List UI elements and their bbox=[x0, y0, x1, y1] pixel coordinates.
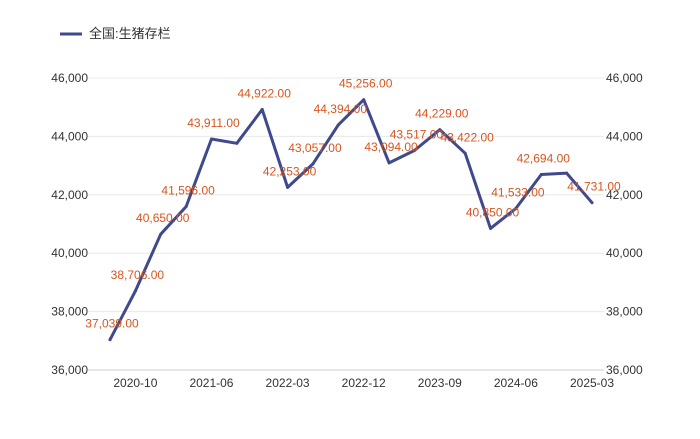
y-tick-label-right: 46,000 bbox=[606, 71, 643, 85]
data-point[interactable] bbox=[438, 128, 442, 132]
data-point[interactable] bbox=[387, 161, 391, 165]
data-label: 41,731.00 bbox=[567, 180, 621, 194]
data-label: 37,039.00 bbox=[85, 317, 139, 331]
data-label: 40,850.00 bbox=[466, 205, 520, 219]
data-point[interactable] bbox=[412, 149, 416, 153]
data-point[interactable] bbox=[539, 173, 543, 177]
series-line[interactable] bbox=[108, 98, 594, 342]
y-tick-label-left: 44,000 bbox=[51, 129, 88, 143]
data-label: 38,706.00 bbox=[111, 268, 165, 282]
x-tick-label: 2025-03 bbox=[570, 376, 614, 390]
x-tick-label: 2024-06 bbox=[494, 376, 538, 390]
y-tick-label-right: 38,000 bbox=[606, 305, 643, 319]
y-tick-label-left: 38,000 bbox=[51, 305, 88, 319]
data-point[interactable] bbox=[489, 226, 493, 230]
series bbox=[108, 98, 594, 342]
data-point[interactable] bbox=[133, 289, 137, 293]
data-label: 41,533.00 bbox=[491, 185, 545, 199]
data-label: 44,229.00 bbox=[415, 107, 469, 121]
data-point[interactable] bbox=[311, 162, 315, 166]
data-point[interactable] bbox=[108, 338, 112, 342]
x-axis: 2020-10 2021-06 2022-03 2022-12 2023-09 2024-… bbox=[88, 369, 614, 390]
y-tick-label-right: 40,000 bbox=[606, 246, 643, 260]
y-tick-label-right: 42,000 bbox=[606, 188, 643, 202]
y-tick-label-left: 42,000 bbox=[51, 188, 88, 202]
x-tick-label: 2022-12 bbox=[342, 376, 386, 390]
left-axis: 36,000 38,000 40,000 42,000 44,000 46,000 bbox=[51, 71, 88, 377]
data-point[interactable] bbox=[235, 141, 239, 145]
data-label: 43,057.00 bbox=[288, 141, 342, 155]
x-tick-label: 2023-09 bbox=[418, 376, 462, 390]
y-tick-label-right: 36,000 bbox=[606, 363, 643, 377]
right-axis: 36,000 38,000 40,000 42,000 44,000 46,000 bbox=[606, 71, 643, 377]
data-point[interactable] bbox=[463, 151, 467, 155]
data-label: 43,422.00 bbox=[440, 130, 494, 144]
data-point[interactable] bbox=[514, 206, 518, 210]
data-label: 43,094.00 bbox=[364, 140, 418, 154]
data-label: 40,650.00 bbox=[136, 211, 190, 225]
y-tick-label-left: 36,000 bbox=[51, 363, 88, 377]
data-point[interactable] bbox=[286, 185, 290, 189]
data-point[interactable] bbox=[184, 205, 188, 209]
data-point[interactable] bbox=[209, 137, 213, 141]
y-tick-label-left: 46,000 bbox=[51, 71, 88, 85]
data-labels: 37,039.00 38,706.00 40,650.00 41,596.00 43,9… bbox=[85, 77, 621, 331]
data-label: 43,911.00 bbox=[187, 116, 240, 130]
data-label: 42,694.00 bbox=[517, 152, 571, 166]
data-point[interactable] bbox=[260, 107, 264, 111]
y-tick-label-left: 40,000 bbox=[51, 246, 88, 260]
data-label: 42,253.00 bbox=[263, 164, 317, 178]
data-label: 43,517.00 bbox=[390, 128, 444, 142]
data-label: 44,922.00 bbox=[238, 86, 292, 100]
data-label: 45,256.00 bbox=[339, 77, 393, 91]
x-tick-label: 2021-06 bbox=[189, 376, 233, 390]
data-point[interactable] bbox=[159, 232, 163, 236]
data-label: 41,596.00 bbox=[161, 184, 215, 198]
y-tick-label-right: 44,000 bbox=[606, 129, 643, 143]
data-point[interactable] bbox=[590, 201, 594, 205]
data-point[interactable] bbox=[565, 171, 569, 175]
legend-label: 全国:生猪存栏 bbox=[89, 26, 171, 41]
legend[interactable]: 全国:生猪存栏 bbox=[60, 26, 171, 41]
x-tick-label: 2022-03 bbox=[266, 376, 310, 390]
x-tick-label: 2020-10 bbox=[113, 376, 157, 390]
data-label: 44,394.00 bbox=[314, 102, 368, 116]
data-point[interactable] bbox=[362, 98, 366, 102]
data-point[interactable] bbox=[336, 123, 340, 127]
